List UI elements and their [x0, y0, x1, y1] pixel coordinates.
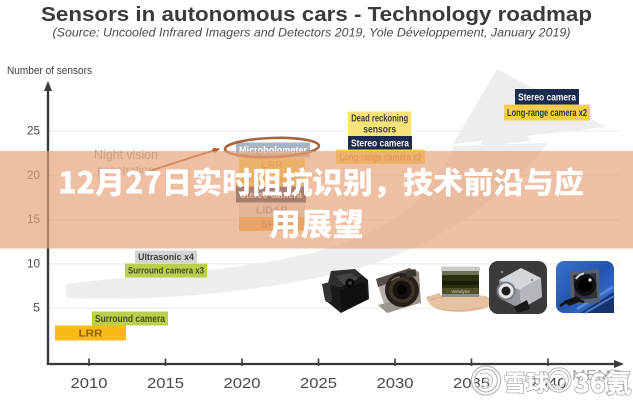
- svg-text:(Source: Uncooled Infrared Ima: (Source: Uncooled Infrared Imagers and D…: [53, 26, 571, 40]
- svg-text:2025: 2025: [300, 375, 337, 392]
- svg-text:25: 25: [27, 126, 40, 138]
- svg-text:2010: 2010: [71, 375, 108, 392]
- svg-text:Dead reckoning: Dead reckoning: [351, 114, 408, 125]
- svg-text:2020: 2020: [224, 375, 261, 392]
- svg-text:Surround camera x3: Surround camera x3: [128, 266, 204, 277]
- svg-text:Sensors in autonomous cars - T: Sensors in autonomous cars - Technology …: [41, 3, 592, 26]
- svg-text:5: 5: [33, 303, 40, 315]
- svg-text:Long-range camera x2: Long-range camera x2: [507, 107, 587, 119]
- svg-text:sensors: sensors: [363, 125, 396, 136]
- svg-text:Velodyne: Velodyne: [451, 289, 470, 294]
- svg-text:Number of sensors: Number of sensors: [7, 65, 92, 77]
- svg-text:Stereo camera: Stereo camera: [351, 137, 409, 149]
- svg-text:LRR: LRR: [79, 328, 103, 340]
- svg-text:2030: 2030: [377, 375, 414, 392]
- svg-text:10: 10: [27, 258, 40, 270]
- svg-text:Ultrasonic x4: Ultrasonic x4: [138, 252, 195, 263]
- svg-text:Stereo camera: Stereo camera: [518, 91, 576, 103]
- svg-text:2015: 2015: [147, 375, 184, 392]
- svg-text:Surround camera: Surround camera: [95, 314, 165, 325]
